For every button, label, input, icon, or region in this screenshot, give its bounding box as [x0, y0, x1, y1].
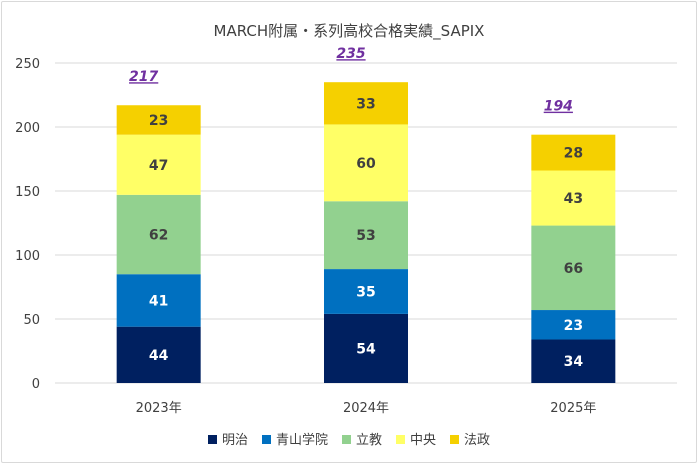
bar-segment: [531, 134, 616, 171]
bars: [116, 82, 616, 383]
bar-segment: [116, 274, 201, 327]
bar-segment: [531, 310, 616, 340]
segment-value-label: 23: [149, 113, 168, 129]
bar-segment: [116, 194, 201, 275]
y-tick-label: 0: [32, 377, 40, 392]
segment-value-label: 47: [149, 158, 168, 174]
chart-title: MARCH附属・系列高校合格実績_SAPIX: [214, 22, 485, 41]
x-category-label: 2025年: [550, 401, 596, 416]
legend-label: 法政: [464, 433, 490, 448]
legend-swatch: [450, 435, 459, 444]
x-axis-categories: 2023年 2024年 2025年: [136, 401, 597, 416]
bar-segment: [324, 82, 408, 125]
bar-segment: [324, 269, 408, 314]
legend-label: 青山学院: [276, 432, 328, 448]
x-category-label: 2024年: [343, 401, 389, 416]
legend: 明治 青山学院 立教 中央 法政: [208, 432, 490, 448]
total-value-label: 235: [336, 46, 365, 62]
legend-label: 明治: [222, 433, 248, 448]
legend-swatch: [342, 435, 351, 444]
y-tick-label: 250: [15, 57, 40, 72]
segment-value-label: 66: [564, 261, 583, 277]
x-category-label: 2023年: [136, 401, 182, 416]
segment-value-label: 35: [356, 284, 375, 300]
bar-segment: [531, 170, 616, 226]
bar-segment: [116, 134, 201, 195]
y-tick-label: 200: [15, 121, 40, 136]
total-value-label: 217: [129, 69, 158, 85]
bar-segment: [531, 225, 616, 311]
bar-segment: [116, 105, 201, 135]
segment-value-label: 23: [564, 318, 583, 334]
data-labels: 44 41 62 47 23 54 35 53 60 33 34 23 66 43 28: [149, 96, 583, 370]
y-tick-label: 150: [15, 185, 40, 200]
legend-swatch: [396, 435, 405, 444]
legend-swatch: [262, 435, 271, 444]
bar-segment: [324, 124, 408, 202]
y-tick-label: 50: [23, 313, 40, 328]
bar-segment: [324, 313, 408, 383]
segment-value-label: 41: [149, 293, 168, 309]
segment-value-label: 54: [356, 341, 376, 357]
segment-value-label: 33: [356, 96, 375, 112]
bar-segment: [324, 201, 408, 270]
legend-label: 中央: [410, 433, 436, 448]
segment-value-label: 43: [564, 191, 583, 207]
segment-value-label: 60: [356, 156, 376, 172]
bar-segment: [531, 339, 616, 383]
total-value-label: 194: [544, 99, 573, 115]
segment-value-label: 34: [564, 354, 584, 370]
segment-value-label: 44: [149, 348, 169, 364]
segment-value-label: 53: [356, 228, 375, 244]
y-tick-label: 100: [15, 249, 40, 264]
segment-value-label: 62: [149, 228, 168, 244]
y-axis-ticks: 0 50 100 150 200 250: [15, 57, 40, 392]
legend-swatch: [208, 435, 217, 444]
segment-value-label: 28: [564, 146, 583, 162]
total-labels: 217 235 194: [129, 46, 573, 114]
bar-segment: [116, 326, 201, 383]
legend-label: 立教: [356, 432, 382, 448]
